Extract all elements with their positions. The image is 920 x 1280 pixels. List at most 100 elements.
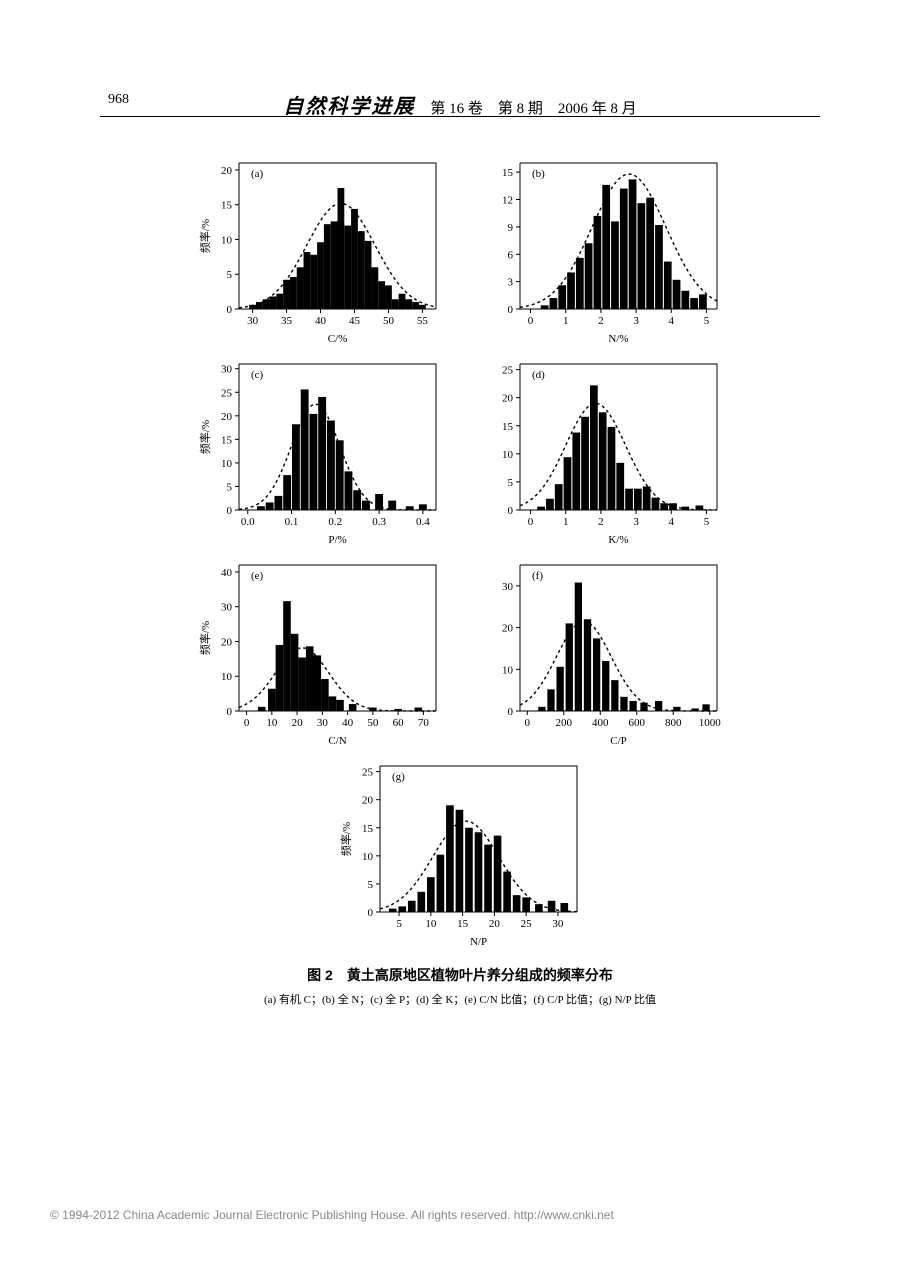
svg-text:15: 15 [362, 823, 374, 835]
svg-text:25: 25 [221, 387, 233, 399]
svg-text:(d): (d) [532, 369, 545, 381]
svg-text:30: 30 [221, 602, 233, 614]
svg-text:0: 0 [227, 505, 233, 517]
svg-text:15: 15 [221, 200, 233, 212]
svg-text:10: 10 [266, 717, 278, 729]
svg-text:10: 10 [221, 458, 233, 470]
svg-text:5: 5 [396, 918, 402, 930]
svg-text:70: 70 [418, 717, 430, 729]
svg-text:(a): (a) [251, 168, 264, 180]
svg-text:N/P: N/P [469, 936, 486, 948]
svg-text:10: 10 [502, 664, 514, 676]
svg-text:600: 600 [628, 717, 645, 729]
issue-info: 第 16 卷 第 8 期 2006 年 8 月 [430, 101, 636, 117]
svg-text:20: 20 [292, 717, 304, 729]
svg-text:30: 30 [552, 918, 564, 930]
svg-text:20: 20 [502, 623, 514, 635]
figure-caption: 图 2 黄土高原地区植物叶片养分组成的频率分布 [180, 965, 740, 985]
svg-text:15: 15 [457, 918, 469, 930]
panel-b: 03691215012345(b)N/% [478, 155, 723, 350]
caption-title: 图 2 黄土高原地区植物叶片养分组成的频率分布 [307, 967, 613, 983]
svg-text:K/%: K/% [608, 534, 628, 546]
figure-2: 05101520303540455055(a)C/%频率/% 036912150… [180, 155, 740, 1007]
svg-text:3: 3 [508, 277, 514, 289]
panel-c: 0510152025300.00.10.20.30.4(c)P/%频率/% [197, 356, 442, 551]
svg-text:N/%: N/% [608, 333, 628, 345]
header-rule [100, 116, 820, 117]
svg-text:35: 35 [281, 315, 293, 327]
svg-text:40: 40 [342, 717, 354, 729]
figure-subcaption: (a) 有机 C；(b) 全 N；(c) 全 P；(d) 全 K；(e) C/N… [180, 991, 740, 1007]
svg-text:55: 55 [417, 315, 429, 327]
svg-text:60: 60 [393, 717, 405, 729]
svg-text:(c): (c) [251, 369, 264, 381]
svg-text:(e): (e) [251, 570, 264, 582]
svg-text:5: 5 [704, 315, 710, 327]
svg-text:30: 30 [247, 315, 259, 327]
svg-text:10: 10 [425, 918, 437, 930]
panel-g: 051015202551015202530(g)N/P频率/% [338, 758, 583, 953]
svg-text:P/%: P/% [328, 534, 346, 546]
svg-text:5: 5 [704, 516, 710, 528]
copyright-footer: © 1994-2012 China Academic Journal Elect… [50, 1208, 614, 1222]
svg-text:40: 40 [221, 567, 233, 579]
svg-text:30: 30 [502, 581, 514, 593]
panel-d: 0510152025012345(d)K/% [478, 356, 723, 551]
svg-text:15: 15 [502, 421, 514, 433]
svg-text:6: 6 [508, 249, 514, 261]
svg-text:30: 30 [221, 364, 233, 376]
svg-text:20: 20 [221, 411, 233, 423]
svg-text:1: 1 [563, 516, 569, 528]
svg-text:0: 0 [528, 516, 534, 528]
svg-text:50: 50 [367, 717, 379, 729]
svg-text:3: 3 [633, 516, 639, 528]
svg-text:400: 400 [592, 717, 609, 729]
svg-text:20: 20 [362, 795, 374, 807]
svg-text:0.3: 0.3 [372, 516, 386, 528]
svg-text:5: 5 [367, 879, 373, 891]
svg-text:0.2: 0.2 [328, 516, 342, 528]
svg-text:20: 20 [502, 393, 514, 405]
panel-e: 010203040010203040506070(e)C/N频率/% [197, 557, 442, 752]
svg-text:C/P: C/P [610, 735, 627, 747]
svg-text:0: 0 [528, 315, 534, 327]
svg-text:25: 25 [362, 767, 374, 779]
svg-text:频率/%: 频率/% [339, 822, 353, 856]
svg-text:15: 15 [502, 167, 514, 179]
svg-text:(g): (g) [392, 771, 405, 783]
svg-text:10: 10 [221, 671, 233, 683]
svg-text:(b): (b) [532, 168, 545, 180]
svg-text:20: 20 [221, 165, 233, 177]
svg-text:0: 0 [227, 706, 233, 718]
svg-text:25: 25 [520, 918, 532, 930]
svg-text:0.0: 0.0 [241, 516, 255, 528]
svg-text:C/%: C/% [328, 333, 348, 345]
svg-text:10: 10 [362, 851, 374, 863]
svg-text:(f): (f) [532, 570, 543, 582]
svg-text:4: 4 [669, 315, 675, 327]
panel-a: 05101520303540455055(a)C/%频率/% [197, 155, 442, 350]
svg-text:50: 50 [383, 315, 395, 327]
svg-text:0: 0 [367, 907, 373, 919]
svg-text:0: 0 [508, 304, 514, 316]
journal-name: 自然科学进展 [283, 96, 415, 118]
svg-text:10: 10 [221, 234, 233, 246]
svg-text:1000: 1000 [699, 717, 722, 729]
svg-text:5: 5 [508, 477, 514, 489]
svg-text:30: 30 [317, 717, 329, 729]
svg-text:45: 45 [349, 315, 361, 327]
svg-text:频率/%: 频率/% [198, 621, 212, 655]
svg-text:1: 1 [563, 315, 569, 327]
svg-text:9: 9 [508, 222, 514, 234]
svg-text:10: 10 [502, 449, 514, 461]
svg-text:4: 4 [669, 516, 675, 528]
svg-text:3: 3 [633, 315, 639, 327]
svg-text:800: 800 [665, 717, 682, 729]
svg-text:0: 0 [227, 304, 233, 316]
panel-f: 010203002004006008001000(f)C/P [478, 557, 723, 752]
svg-text:C/N: C/N [328, 735, 346, 747]
svg-text:12: 12 [502, 195, 513, 207]
svg-text:5: 5 [227, 481, 233, 493]
svg-text:15: 15 [221, 434, 233, 446]
svg-text:5: 5 [227, 269, 233, 281]
